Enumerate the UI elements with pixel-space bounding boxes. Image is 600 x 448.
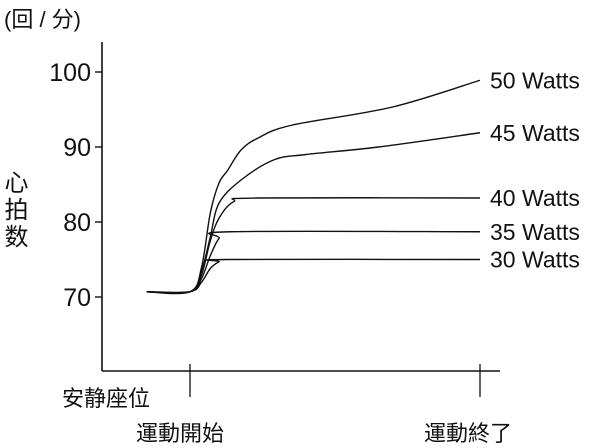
x-label-rest: 安静座位 [62,386,150,411]
y-axis-label: 心拍数 [4,170,29,251]
series-line-40-watts [146,197,481,294]
series-label: 50 Watts [490,67,580,93]
series-label: 40 Watts [490,185,580,211]
series-line-50-watts [146,79,481,295]
y-tick-label: 70 [63,284,91,312]
series-line-45-watts [146,132,481,294]
series-label: 35 Watts [490,219,580,245]
x-label-start: 運動開始 [136,421,224,446]
y-tick-label: 100 [49,59,91,87]
y-tick-label: 80 [63,209,91,237]
x-label-end: 運動終了 [424,421,512,446]
series-line-30-watts [146,258,481,294]
series-line-35-watts [146,230,481,294]
unit-label: (回 / 分) [4,7,81,32]
y-tick-label: 90 [63,134,91,162]
series-label: 30 Watts [490,247,580,273]
series-label: 45 Watts [490,120,580,146]
